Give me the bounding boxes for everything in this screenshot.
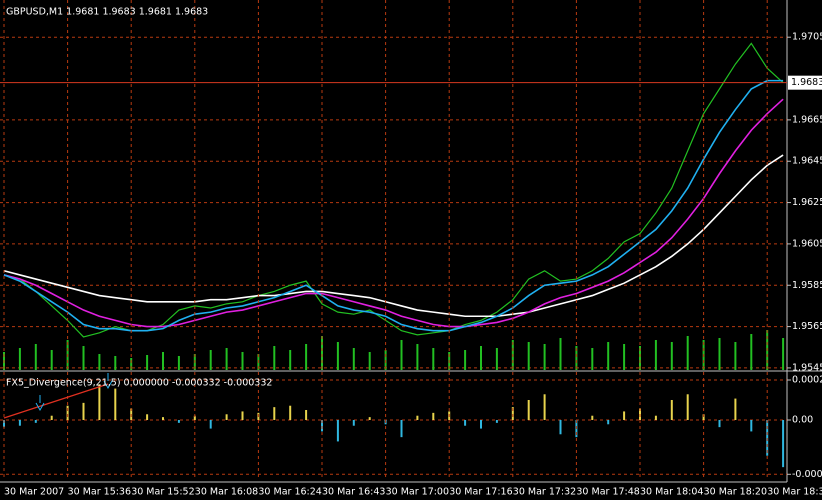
x-tick-label: 30 Mar 15:36 (68, 487, 131, 498)
x-tick-label: 30 Mar 16:24 (258, 487, 321, 498)
chart-title: GBPUSD,M1 1.9681 1.9683 1.9681 1.9683 (6, 7, 208, 18)
x-tick-label: 30 Mar 18:36 (767, 487, 822, 498)
y-tick-label: 1.9705 (792, 32, 822, 43)
x-tick-label: 30 Mar 16:43 (322, 487, 385, 498)
y-tick-label: 0.00 (792, 415, 813, 426)
y-tick-label: 1.9585 (792, 280, 822, 291)
x-tick-label: 30 Mar 17:48 (576, 487, 639, 498)
moving-average (3, 154, 784, 318)
y-tick-label: 1.9565 (792, 321, 822, 332)
moving-average (3, 98, 784, 328)
moving-average (3, 79, 784, 332)
divergence-arrow (35, 395, 45, 412)
x-tick-label: 30 Mar 18:04 (640, 487, 703, 498)
x-tick-label: 30 Mar 15:52 (131, 487, 194, 498)
x-tick-label: 30 Mar 17:00 (386, 487, 449, 498)
plot-layer (0, 0, 787, 480)
x-tick-label: 30 Mar 17:32 (513, 487, 576, 498)
x-tick-label: 30 Mar 16:08 (195, 487, 258, 498)
x-tick-label: 30 Mar 2007 (4, 487, 64, 498)
x-tick-label: 30 Mar 18:20 (704, 487, 767, 498)
x-tick-label: 30 Mar 17:16 (449, 487, 512, 498)
current-price-label: 1.9683 (791, 77, 822, 88)
current-price-tag (788, 75, 822, 90)
y-tick-label: -0.00038 (792, 469, 822, 480)
indicator-title: FX5_Divergence(9,21,5) 0.000000 -0.00033… (6, 378, 272, 389)
y-tick-label: 1.9605 (792, 238, 822, 249)
y-tick-label: 1.9645 (792, 156, 822, 167)
y-tick-label: 1.9545 (792, 362, 822, 373)
y-tick-label: 1.9665 (792, 114, 822, 125)
y-tick-label: 1.9625 (792, 197, 822, 208)
divergence-line (3, 383, 109, 419)
y-tick-label: 0.00028 (792, 375, 822, 386)
divergence-arrow (103, 373, 113, 390)
